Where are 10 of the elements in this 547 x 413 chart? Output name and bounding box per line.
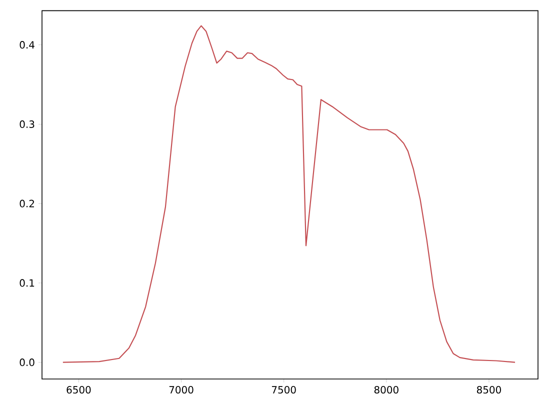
y-tick-label: 0.2: [20, 200, 34, 208]
y-tick-label: 0.1: [20, 279, 34, 287]
x-tick-label: 6500: [66, 386, 91, 394]
x-tick-label: 8000: [374, 386, 398, 394]
y-tick-label: 0.3: [20, 120, 34, 128]
x-tick-label: 7000: [169, 386, 194, 394]
y-tick-label: 0.4: [20, 41, 34, 49]
y-tick-label: 0.0: [20, 358, 34, 366]
x-tick-label: 8500: [476, 386, 501, 394]
x-tick-label: 7500: [272, 386, 296, 394]
